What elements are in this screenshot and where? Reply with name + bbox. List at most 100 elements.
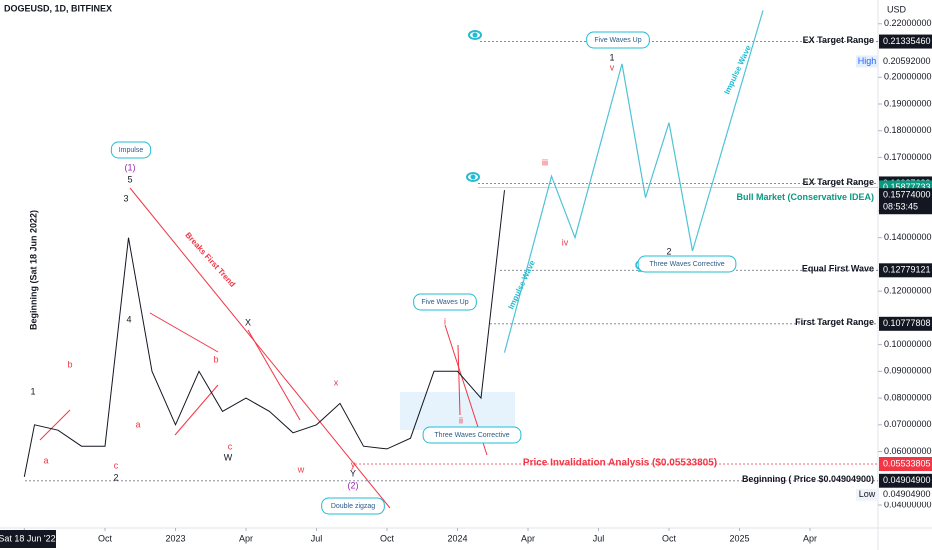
y-tick-label: 0.08000000	[884, 392, 932, 402]
y-tick-label: 0.14000000	[884, 232, 932, 242]
wave-label: b	[213, 354, 218, 364]
wave-label: v	[610, 62, 615, 72]
price-tag-label: 0.15877733	[883, 182, 931, 192]
x-tick-label: Oct	[662, 533, 677, 543]
annotation-pill	[110, 141, 152, 159]
x-tick-label: 2025	[729, 533, 749, 543]
price-tag-label: 0.21335460	[883, 36, 931, 46]
y-tick-label: 0.10000000	[884, 339, 932, 349]
y-tick-label: 0.07000000	[884, 419, 932, 429]
high-price-tag	[879, 54, 932, 69]
highlight-box	[400, 392, 515, 430]
price-tag	[879, 263, 932, 278]
price-tag	[879, 34, 932, 49]
level-label: Equal First Wave	[802, 264, 874, 274]
wave-label: c	[228, 441, 233, 451]
price-tag	[879, 316, 932, 331]
x-tick-label: Apr	[239, 533, 253, 543]
y-tick-label: 0.04000000	[884, 499, 932, 509]
annotation-pill	[413, 293, 477, 311]
price-tag	[879, 457, 932, 472]
annotation: Five Waves Up	[421, 299, 468, 306]
countdown: 08:53:45	[883, 202, 918, 212]
wave-label: 5	[127, 174, 132, 184]
wave-label: w	[297, 464, 305, 474]
annotation: Five Waves Up	[594, 37, 641, 44]
low-price-tag	[879, 487, 932, 502]
annotation-pill	[422, 426, 522, 444]
wave-label: W	[224, 452, 233, 462]
x-tick-label: Apr	[803, 533, 817, 543]
wave-label: a	[43, 455, 48, 465]
y-tick-label: 0.09000000	[884, 366, 932, 376]
wave-label: (1)	[125, 162, 136, 172]
level-label: Beginning ( Price $0.04904900)	[742, 474, 874, 484]
last-price-tag	[879, 188, 932, 215]
level-label: EX Target Range	[803, 177, 874, 187]
y-tick-label: 0.18000000	[884, 125, 932, 135]
annotation: Double zigzag	[331, 503, 375, 510]
wave-label: a	[135, 419, 140, 429]
wave-label: x	[334, 377, 339, 387]
series-line	[23, 190, 505, 477]
annotation: Beginning (Sat 18 Jun 2022)	[28, 210, 38, 330]
annotation: Three Waves Corrective	[434, 432, 509, 439]
level-label: Bull Market (Conservative IDEA)	[736, 192, 874, 202]
y-tick-label: 0.20000000	[884, 72, 932, 82]
wave-label: X	[245, 317, 251, 327]
level-label: First Target Range	[795, 317, 874, 327]
annotation-pill	[637, 255, 737, 273]
level-label: Price Invalidation Analysis ($0.05533805…	[523, 458, 717, 469]
y-tick-label: 0.06000000	[884, 446, 932, 456]
chart-title: DOGEUSD, 1D, BITFINEX	[4, 3, 112, 13]
low-price-label: 0.04904900	[883, 489, 931, 499]
wave-label: b	[67, 359, 72, 369]
wave-label: c	[114, 460, 119, 470]
price-tag	[879, 473, 932, 488]
x-tick-label: Jul	[593, 533, 605, 543]
trend-lines	[39, 187, 488, 509]
price-tag-label: 0.04904900	[883, 475, 931, 485]
x-tick-label: 2023	[165, 533, 185, 543]
price-tag-label: 0.12779121	[883, 265, 931, 275]
wave-label: 4	[126, 314, 131, 324]
annotation-pill	[586, 31, 650, 49]
wave-label: ii	[459, 415, 463, 425]
wave-label: 2	[666, 246, 671, 256]
plot	[23, 10, 878, 482]
x-label-box	[0, 530, 56, 548]
wave-label: y	[351, 459, 356, 469]
price-tag-label: 0.10777808	[883, 318, 931, 328]
high-price-label: 0.20592000	[883, 56, 931, 66]
annotation: Three Waves Corrective	[649, 261, 724, 268]
x-tick-label: Oct	[98, 533, 113, 543]
level-label: EX Target Range	[803, 35, 874, 45]
last-price-label: 0.15774000	[883, 190, 931, 200]
wave-label: iii	[542, 157, 548, 167]
series-line	[503, 10, 764, 353]
x-tick-label: 2024	[447, 533, 467, 543]
x-tick-label: Oct	[380, 533, 395, 543]
wave-label: Y	[350, 468, 356, 478]
high-tag	[856, 55, 878, 68]
high-label: High	[858, 56, 877, 66]
y-tick-label: 0.22000000	[884, 18, 932, 28]
annotation: Impulse	[119, 147, 144, 154]
x-tick-label: Sat 18 Jun '22	[0, 533, 56, 543]
low-label: Low	[859, 489, 876, 499]
annotation-pill	[321, 497, 385, 515]
x-tick-label: Jul	[311, 533, 323, 543]
wave-label: 3	[123, 193, 128, 203]
wave-label: 1	[609, 52, 614, 62]
x-tick-label: Apr	[521, 533, 535, 543]
wave-label: (2)	[348, 480, 359, 490]
y-tick-label: 0.17000000	[884, 152, 932, 162]
y-tick-label: 0.12000000	[884, 286, 932, 296]
wave-label: i	[444, 316, 446, 326]
wave-label: iv	[562, 237, 569, 247]
y-tick-label: 0.19000000	[884, 98, 932, 108]
low-tag	[856, 488, 878, 501]
price-tag-label: 0.05533805	[883, 458, 931, 468]
currency: USD	[887, 4, 907, 14]
